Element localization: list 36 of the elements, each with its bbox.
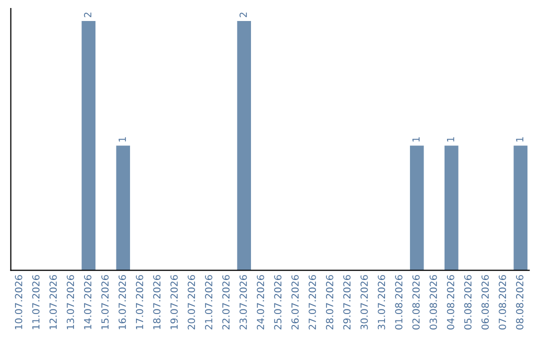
data-label: 1 <box>516 137 524 142</box>
x-tick-label: 18.07.2026 <box>153 275 160 330</box>
x-tick-label: 13.07.2026 <box>66 275 74 330</box>
x-tick-label: 03.08.2026 <box>430 275 437 330</box>
x-tick-label: 25.07.2026 <box>274 275 282 330</box>
x-tick-label: 30.07.2026 <box>360 275 368 330</box>
data-label: 2 <box>240 12 247 18</box>
x-tick-label: 26.07.2026 <box>291 275 299 330</box>
x-tick-label: 15.07.2026 <box>101 275 109 330</box>
x-tick-label: 29.07.2026 <box>343 275 351 330</box>
x-tick-label: 22.07.2026 <box>222 275 230 330</box>
x-tick-label: 05.08.2026 <box>464 275 472 330</box>
x-tick-label: 02.08.2026 <box>412 275 420 330</box>
x-tick-label: 19.07.2026 <box>170 275 178 330</box>
x-tick-label: 24.07.2026 <box>256 275 264 330</box>
x-tick-label: 12.07.2026 <box>49 275 57 330</box>
x-tick-label: 10.07.2026 <box>14 275 22 330</box>
data-label: 1 <box>412 137 420 142</box>
x-tick-label: 14.07.2026 <box>84 275 92 330</box>
x-tick-label: 20.07.2026 <box>188 275 196 330</box>
x-tick-label: 21.07.2026 <box>204 275 212 330</box>
x-tick-label: 31.07.2026 <box>378 275 386 330</box>
x-tick-label: 04.08.2026 <box>446 275 454 330</box>
x-tick-label: 01.08.2026 <box>395 275 402 330</box>
x-tick-label: 06.08.2026 <box>481 275 489 330</box>
x-tick-label: 07.08.2026 <box>498 275 506 330</box>
x-tick-label: 08.08.2026 <box>516 275 524 330</box>
x-tick-label: 27.07.2026 <box>308 275 316 330</box>
data-label: 1 <box>447 137 454 142</box>
x-tick-label: 17.07.2026 <box>136 275 144 330</box>
x-tick-label: 16.07.2026 <box>118 275 126 330</box>
data-label: 1 <box>118 137 126 142</box>
x-tick-label: 23.07.2026 <box>240 275 247 330</box>
x-tick-label: 11.07.2026 <box>32 275 40 330</box>
data-label: 2 <box>84 12 92 18</box>
x-tick-label: 28.07.2026 <box>326 275 334 330</box>
